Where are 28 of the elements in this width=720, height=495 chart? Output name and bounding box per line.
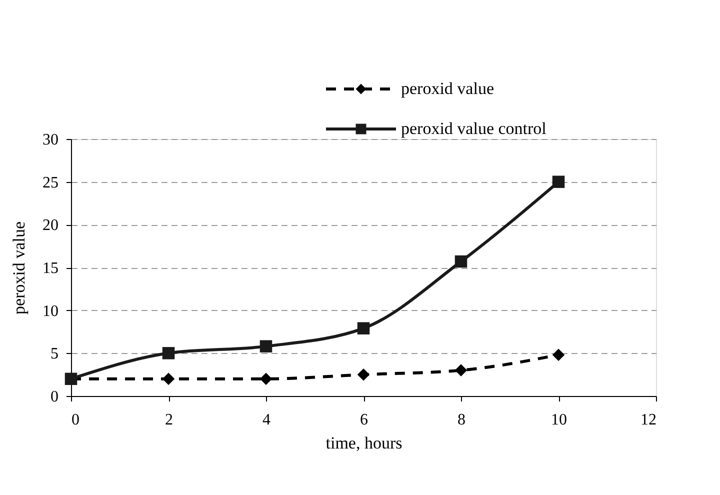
x-tick-label: 8 [458,412,466,428]
legend-label: peroxid value [401,79,494,98]
x-tick-label: 4 [262,412,270,428]
x-axis-title: time, hours [326,434,402,452]
y-tick-label: 5 [50,346,58,363]
y-tick-label: 15 [42,260,58,277]
point [260,372,272,385]
x-tick-label: 12 [640,412,656,428]
y-tick-label: 25 [42,174,58,192]
x-tick-label: 10 [551,412,567,428]
y-axis-title: peroxid value [10,222,28,314]
point [260,340,272,352]
point [552,348,565,362]
point [454,255,468,268]
y-tick-label: 0 [50,388,58,406]
x-tick-label: 0 [72,412,80,428]
point [552,176,565,188]
y-tick-label: 10 [42,302,58,320]
x-tick-label: 2 [165,412,173,428]
x-tick-label: 6 [360,412,368,428]
legend-label: peroxid value control [401,119,547,138]
y-tick-label: 20 [42,217,58,234]
point [454,364,468,376]
point [162,372,175,385]
point [162,347,175,360]
point [357,368,370,381]
point [357,322,370,334]
y-tick-label: 30 [42,132,58,148]
